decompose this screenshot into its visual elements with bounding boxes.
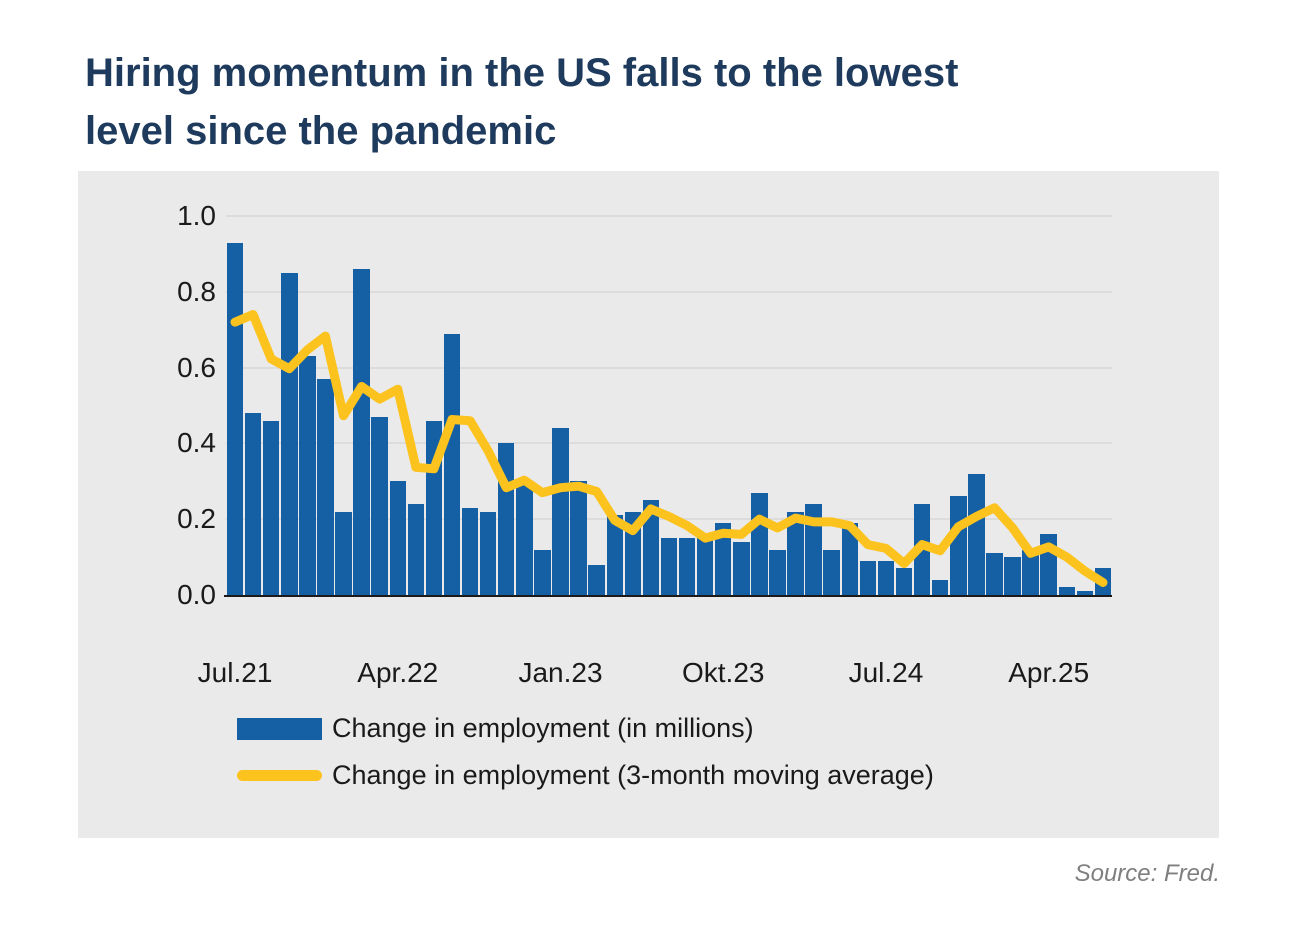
x-tick-label-Jul.24: Jul.24 — [848, 657, 924, 688]
bar-Feb.23 — [570, 481, 587, 595]
x-tick-label-Apr.22: Apr.22 — [357, 657, 439, 688]
legend-label-bars: Change in employment (in millions) — [332, 713, 754, 743]
bar-Okt.23 — [715, 523, 732, 595]
x-tick-label-Apr.25: Apr.25 — [1008, 657, 1090, 688]
bar-Feb.24 — [787, 511, 804, 595]
chart-title-line-2: level since the pandemic — [85, 109, 557, 153]
bar-Jun.24 — [859, 560, 877, 595]
bar-Aug.22 — [461, 507, 479, 595]
bar-Apr.24 — [823, 549, 840, 595]
bar-Dez.22 — [534, 549, 551, 595]
legend: Change in employment (in millions) Chang… — [237, 705, 934, 799]
bar-Jun.25 — [1076, 591, 1094, 595]
bar-Jun.23 — [642, 500, 660, 595]
y-tick-label: 1.0 — [177, 200, 216, 231]
bar-Mai.25 — [1058, 587, 1076, 595]
moving-average-line — [230, 310, 1108, 587]
gridline — [226, 215, 1112, 217]
legend-item-bars: Change in employment (in millions) — [237, 705, 934, 752]
x-tick-label-Okt.23: Okt.23 — [681, 657, 765, 688]
bar-Mär.25 — [1022, 549, 1039, 595]
legend-swatch-line-icon — [237, 770, 322, 781]
y-tick-label: 0.2 — [177, 503, 216, 535]
source-note: Source: Fred. — [1074, 860, 1220, 887]
bar-Jan.24 — [769, 549, 786, 595]
legend-swatch-bar-icon — [237, 717, 322, 740]
bar-Aug.21 — [244, 413, 262, 595]
bar-Jan.23 — [552, 428, 569, 595]
legend-label-line: Change in employment (3-month moving ave… — [332, 760, 934, 790]
y-axis-labels: 0.0 0.2 0.4 0.6 0.8 1.0 — [128, 202, 216, 609]
y-tick-label: 0.4 — [177, 427, 216, 459]
plot-area — [224, 215, 1112, 597]
bar-Sep.22 — [479, 511, 497, 595]
bar-Jan.25 — [986, 553, 1003, 595]
gridline — [226, 442, 1112, 445]
x-axis-line — [224, 595, 1112, 597]
chart-title-line-1: Hiring momentum in the US falls to the l… — [85, 51, 959, 95]
bar-Feb.22 — [353, 269, 370, 595]
bar-Dez.21 — [317, 378, 334, 595]
bar-Dez.24 — [968, 473, 985, 595]
gridline — [226, 366, 1112, 369]
bar-Jan.22 — [335, 511, 352, 595]
y-tick-label: 0.0 — [177, 579, 216, 610]
bar-Okt.24 — [931, 579, 949, 595]
bar-Aug.23 — [678, 538, 696, 595]
bar-Mai.22 — [407, 504, 425, 595]
bar-Mär.23 — [588, 564, 605, 595]
gridline — [226, 290, 1112, 293]
chart-title: Hiring momentum in the US falls to the l… — [85, 44, 1225, 160]
bar-Apr.22 — [389, 481, 406, 595]
bar-Nov.21 — [299, 356, 316, 595]
bar-Mai.24 — [841, 523, 859, 595]
bar-Sep.21 — [262, 420, 280, 595]
x-tick-label-Jan.23: Jan.23 — [518, 657, 603, 688]
y-tick-label: 0.8 — [177, 275, 216, 307]
bar-Nov.22 — [516, 485, 533, 595]
bar-Nov.23 — [733, 541, 750, 595]
x-tick-label-Jul.21: Jul.21 — [197, 657, 273, 688]
bar-Okt.21 — [281, 272, 298, 595]
bar-Sep.23 — [696, 538, 714, 595]
chart-panel: 0.0 0.2 0.4 0.6 0.8 1.0 Jul.21 Apr.22 Jan.23 Okt… — [78, 171, 1219, 838]
bar-Mär.22 — [371, 416, 388, 595]
bar-Jul.23 — [660, 538, 678, 595]
bar-Jul.22 — [443, 333, 461, 595]
y-tick-label: 0.6 — [177, 351, 216, 383]
legend-item-line: Change in employment (3-month moving ave… — [237, 752, 934, 799]
bar-Mär.24 — [805, 504, 822, 595]
x-axis-labels: Jul.21 Apr.22 Jan.23 Okt.23 Jul.24 Apr.25 — [198, 657, 1112, 697]
bar-Jul.24 — [877, 560, 895, 595]
bar-Feb.25 — [1004, 557, 1021, 595]
moving-average-polyline — [230, 310, 1108, 587]
bar-Apr.23 — [606, 515, 623, 595]
bar-Jul.21 — [226, 242, 244, 595]
bar-Aug.24 — [895, 568, 913, 595]
